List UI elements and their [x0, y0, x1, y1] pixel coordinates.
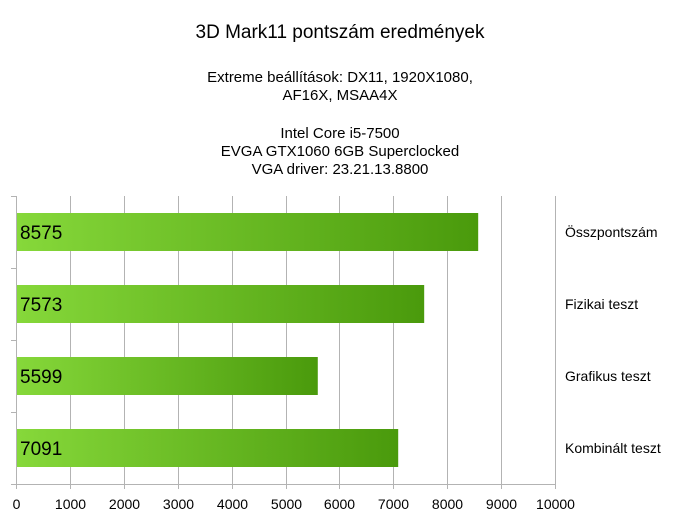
category-label: Grafikus teszt [565, 368, 651, 384]
x-tick-label: 5000 [271, 496, 302, 512]
chart-title: 3D Mark11 pontszám eredmények [195, 22, 485, 43]
x-tick-label: 10000 [536, 496, 575, 512]
x-tick-label: 8000 [432, 496, 463, 512]
subtitle-line-2: AF16X, MSAA4X [282, 87, 398, 104]
category-label: Kombinált teszt [565, 440, 661, 456]
data-label: 5599 [20, 367, 62, 388]
data-label: 7573 [20, 295, 62, 316]
subtitle-line-4: EVGA GTX1060 6GB Superclocked [220, 143, 460, 160]
x-tick-label: 6000 [324, 496, 355, 512]
labels: 0 1000 2000 3000 4000 5000 6000 7000 8000 9000 100… [13, 223, 661, 512]
subtitle-line-1: Extreme beállítások: DX11, 1920X1080, [207, 69, 473, 86]
subtitle-line-5: VGA driver: 23.21.13.8800 [251, 161, 429, 178]
bar [17, 429, 399, 467]
data-label: 8575 [20, 223, 62, 244]
x-tick-label: 2000 [109, 496, 140, 512]
x-tick-label: 9000 [486, 496, 517, 512]
bar [17, 213, 479, 251]
x-tick-label: 3000 [163, 496, 194, 512]
bar [17, 285, 425, 323]
category-label: Összpontszám [565, 223, 658, 240]
category-label: Fizikai teszt [565, 296, 638, 312]
data-label: 7091 [20, 439, 62, 460]
x-tick-label: 0 [13, 496, 21, 512]
x-tick-label: 4000 [217, 496, 248, 512]
subtitle-line-3: Intel Core i5-7500 [280, 125, 400, 142]
x-tick-label: 7000 [378, 496, 409, 512]
bars [17, 213, 479, 467]
axes [11, 196, 556, 489]
bar [17, 357, 318, 395]
x-tick-label: 1000 [55, 496, 86, 512]
